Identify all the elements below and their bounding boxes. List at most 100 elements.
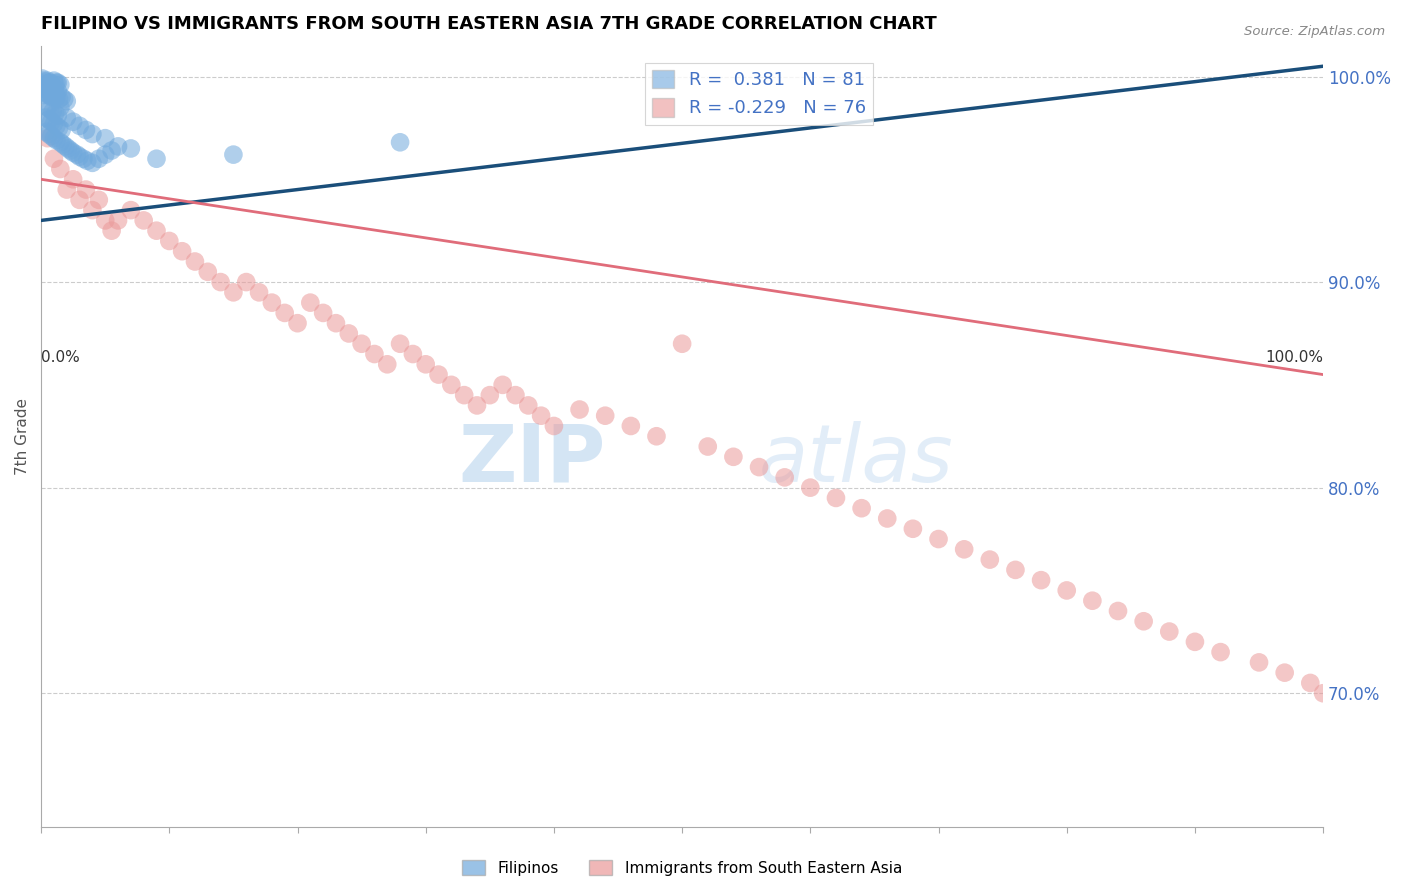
Y-axis label: 7th Grade: 7th Grade [15, 398, 30, 475]
Point [46, 109, 69, 123]
Point [222, 147, 245, 161]
Point [273, 306, 295, 320]
Point [1209, 645, 1232, 659]
Point [35, 125, 58, 139]
Point [350, 336, 373, 351]
Point [62, 114, 84, 128]
Point [39, 84, 62, 98]
Point [87, 152, 110, 166]
Point [49, 100, 72, 114]
Point [1132, 614, 1154, 628]
Point [1029, 573, 1052, 587]
Point [42, 117, 65, 131]
Point [44, 78, 66, 92]
Point [49, 78, 72, 92]
Point [49, 161, 72, 176]
Text: ZIP: ZIP [458, 421, 605, 499]
Point [1056, 583, 1078, 598]
Point [517, 399, 540, 413]
Point [825, 491, 848, 505]
Point [42, 88, 65, 103]
Point [337, 326, 360, 341]
Point [1274, 665, 1296, 680]
Point [299, 295, 322, 310]
Point [478, 388, 501, 402]
Point [38, 82, 60, 96]
Point [287, 316, 309, 330]
Point [35, 78, 58, 92]
Point [37, 79, 59, 94]
Point [94, 213, 117, 227]
Point [645, 429, 668, 443]
Point [82, 127, 104, 141]
Text: Source: ZipAtlas.com: Source: ZipAtlas.com [1244, 25, 1385, 38]
Point [49, 136, 72, 150]
Point [42, 73, 65, 87]
Point [235, 275, 257, 289]
Point [505, 388, 527, 402]
Point [44, 106, 66, 120]
Point [132, 213, 155, 227]
Point [530, 409, 553, 423]
Point [37, 84, 59, 98]
Point [1312, 686, 1334, 700]
Point [1184, 635, 1206, 649]
Point [157, 234, 180, 248]
Point [46, 76, 69, 90]
Point [363, 347, 385, 361]
Point [671, 336, 693, 351]
Point [51, 90, 73, 104]
Point [184, 254, 207, 268]
Point [145, 152, 167, 166]
Point [799, 481, 821, 495]
Point [568, 402, 591, 417]
Point [312, 306, 335, 320]
Point [41, 104, 63, 119]
Point [389, 336, 412, 351]
Point [1081, 593, 1104, 607]
Point [876, 511, 898, 525]
Point [32, 73, 55, 87]
Point [69, 193, 91, 207]
Point [35, 86, 58, 100]
Point [415, 357, 437, 371]
Point [55, 94, 77, 108]
Point [56, 141, 79, 155]
Point [247, 285, 270, 300]
Point [427, 368, 450, 382]
Point [72, 152, 94, 166]
Point [107, 213, 129, 227]
Point [42, 131, 65, 145]
Point [41, 84, 63, 98]
Point [75, 183, 97, 197]
Point [100, 224, 122, 238]
Point [491, 377, 513, 392]
Point [44, 86, 66, 100]
Point [42, 152, 65, 166]
Point [37, 73, 59, 87]
Point [723, 450, 745, 464]
Point [1299, 676, 1322, 690]
Point [39, 103, 62, 117]
Point [62, 145, 84, 160]
Point [35, 78, 58, 92]
Point [94, 131, 117, 145]
Point [41, 78, 63, 92]
Point [53, 92, 76, 106]
Point [31, 71, 53, 86]
Point [260, 295, 283, 310]
Point [42, 90, 65, 104]
Point [41, 88, 63, 103]
Point [48, 120, 70, 135]
Point [69, 119, 91, 133]
Point [107, 139, 129, 153]
Text: 100.0%: 100.0% [1265, 351, 1323, 366]
Point [75, 123, 97, 137]
Point [39, 82, 62, 96]
Point [51, 123, 73, 137]
Point [100, 144, 122, 158]
Point [120, 203, 142, 218]
Point [593, 409, 616, 423]
Point [389, 136, 412, 150]
Point [82, 156, 104, 170]
